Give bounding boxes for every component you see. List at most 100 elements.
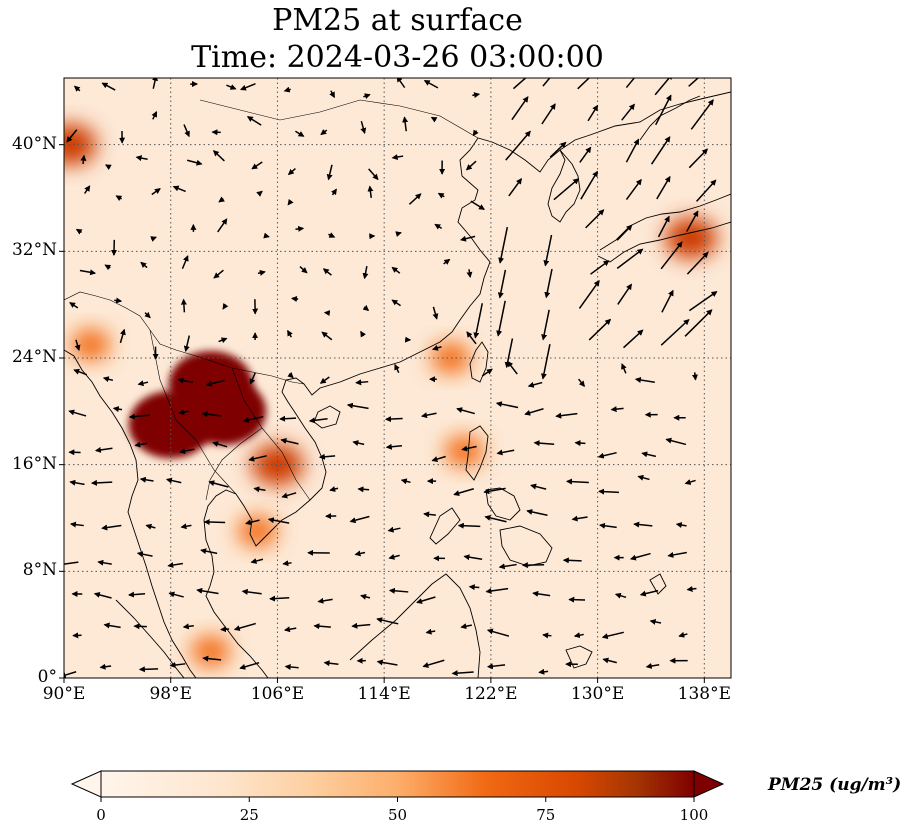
wind-arrow bbox=[423, 79, 439, 89]
lat-tick-label: 8°N bbox=[22, 560, 57, 581]
wind-arrow bbox=[688, 78, 705, 87]
colorbar-extend-max bbox=[693, 770, 725, 798]
wind-arrow bbox=[283, 86, 291, 93]
wind-arrow bbox=[196, 587, 219, 595]
wind-arrow bbox=[542, 78, 551, 87]
wind-arrow bbox=[402, 116, 409, 132]
wind-arrow bbox=[201, 411, 222, 418]
wind-arrow bbox=[346, 402, 369, 410]
wind-arrow bbox=[526, 509, 548, 517]
wind-arrow bbox=[457, 522, 481, 529]
wind-arrow bbox=[443, 258, 451, 265]
wind-arrow bbox=[585, 209, 605, 229]
wind-arrow bbox=[68, 409, 87, 417]
wind-arrow bbox=[182, 623, 194, 630]
wind-arrow bbox=[79, 269, 97, 276]
wind-arrow bbox=[328, 232, 336, 238]
wind-arrow bbox=[74, 339, 81, 352]
wind-arrow bbox=[172, 185, 186, 193]
wind-arrow bbox=[205, 379, 225, 387]
wind-arrow bbox=[580, 170, 598, 200]
wind-arrow bbox=[360, 593, 371, 600]
wind-arrow bbox=[320, 129, 328, 136]
wind-arrow bbox=[186, 159, 203, 166]
wind-arrow bbox=[241, 588, 262, 595]
wind-arrow bbox=[614, 592, 627, 599]
lon-tick-label: 138°E bbox=[677, 684, 731, 704]
wind-arrow bbox=[66, 129, 78, 143]
wind-arrow bbox=[625, 138, 640, 163]
wind-arrow bbox=[180, 298, 187, 313]
wind-arrow bbox=[555, 412, 578, 419]
map-background bbox=[64, 78, 731, 678]
wind-arrow bbox=[283, 626, 297, 633]
wind-arrow bbox=[282, 560, 292, 567]
wind-arrow bbox=[483, 487, 506, 495]
wind-arrow bbox=[388, 553, 400, 560]
colorbar-title: PM25 (ug/m³) bbox=[768, 775, 902, 795]
wind-arrow bbox=[660, 318, 690, 346]
wind-arrow bbox=[308, 417, 328, 424]
wind-arrow bbox=[686, 210, 699, 232]
wind-arrow bbox=[217, 218, 228, 233]
wind-arrow bbox=[391, 154, 404, 160]
wind-arrow bbox=[437, 192, 445, 199]
wind-arrow bbox=[468, 584, 480, 591]
wind-arrow bbox=[319, 376, 330, 384]
wind-arrow bbox=[495, 401, 519, 409]
wind-arrow bbox=[246, 116, 262, 126]
wind-arrow bbox=[251, 161, 263, 170]
wind-arrow bbox=[391, 299, 401, 307]
wind-arrow bbox=[639, 589, 659, 597]
wind-arrow bbox=[299, 266, 308, 274]
wind-arrow bbox=[538, 668, 549, 675]
wind-arrow bbox=[507, 360, 518, 375]
wind-arrow bbox=[69, 479, 85, 486]
wind-arrow bbox=[376, 659, 398, 666]
wind-arrow bbox=[128, 591, 146, 598]
colorbar-body bbox=[100, 770, 695, 798]
wind-arrow bbox=[617, 283, 633, 305]
wind-arrow bbox=[486, 663, 506, 670]
wind-arrow bbox=[696, 179, 717, 202]
wind-arrow bbox=[134, 441, 148, 448]
wind-arrow bbox=[167, 562, 183, 568]
wind-arrow bbox=[394, 363, 400, 373]
wind-arrow bbox=[101, 82, 116, 91]
map-timestamp: Time: 2024-03-26 03:00:00 bbox=[191, 40, 604, 75]
wind-arrow bbox=[599, 522, 617, 529]
wind-arrow bbox=[470, 200, 485, 210]
lat-tick-label: 32°N bbox=[11, 240, 57, 261]
wind-arrow bbox=[69, 302, 79, 309]
wind-arrow bbox=[508, 178, 522, 197]
wind-arrow bbox=[137, 380, 149, 387]
wind-arrow bbox=[496, 300, 506, 337]
wind-arrow bbox=[357, 486, 370, 493]
wind-vectors bbox=[64, 78, 718, 678]
wind-arrow bbox=[678, 631, 688, 638]
wind-arrow bbox=[498, 226, 509, 264]
wind-arrow bbox=[295, 225, 305, 232]
wind-arrow bbox=[313, 623, 331, 630]
gridlines bbox=[64, 78, 731, 678]
wind-arrow bbox=[649, 618, 662, 625]
wind-arrow bbox=[97, 559, 112, 566]
wind-arrow bbox=[472, 129, 479, 137]
colorbar-tick-label: 0 bbox=[96, 806, 106, 824]
wind-arrow bbox=[562, 557, 582, 564]
wind-arrow bbox=[239, 661, 260, 670]
wind-arrow bbox=[240, 83, 256, 91]
wind-arrow bbox=[597, 451, 617, 459]
wind-arrow bbox=[329, 486, 339, 492]
wind-arrow bbox=[179, 448, 195, 454]
pm25-hotspot bbox=[251, 443, 304, 486]
wind-arrow bbox=[485, 587, 509, 594]
wind-arrow bbox=[686, 251, 709, 275]
wind-arrow bbox=[395, 231, 402, 237]
wind-arrow bbox=[432, 344, 442, 351]
wind-arrow bbox=[553, 178, 580, 201]
wind-arrow bbox=[331, 188, 337, 196]
wind-arrow bbox=[527, 381, 543, 388]
wind-arrow bbox=[165, 477, 182, 484]
